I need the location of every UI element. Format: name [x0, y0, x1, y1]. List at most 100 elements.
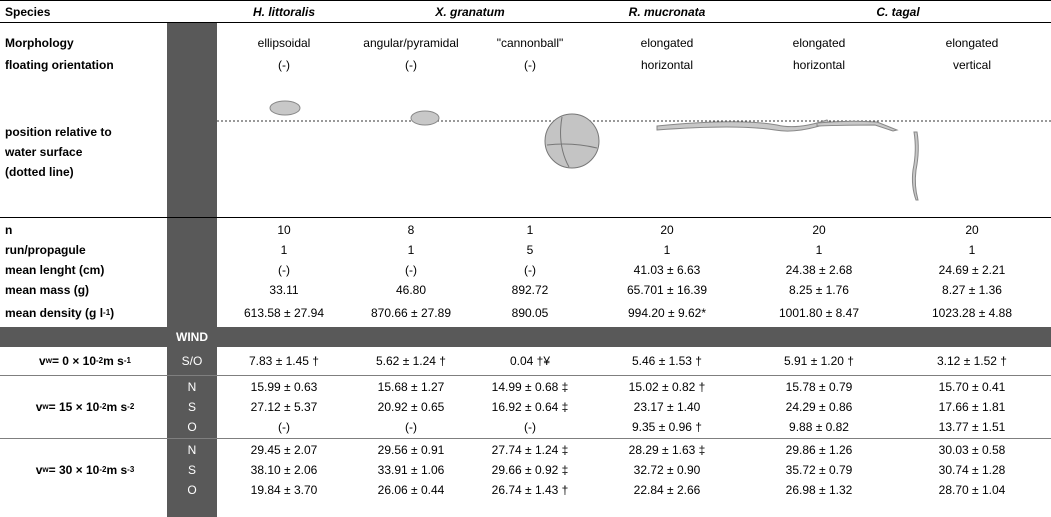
wind-cell: 27.12 ± 5.37 — [250, 400, 318, 414]
orientation-row: floating orientation (-) (-) (-) horizon… — [0, 55, 1051, 75]
mass-cell: 8.27 ± 1.36 — [942, 283, 1002, 297]
wind-row-s: S 27.12 ± 5.37 20.92 ± 0.65 16.92 ± 0.64… — [0, 397, 1051, 417]
wind-cell: 35.72 ± 0.79 — [785, 463, 853, 477]
n-cell: 10 — [277, 223, 291, 237]
x-granatum-cannonball — [544, 113, 600, 169]
mass-row: mean mass (g) 33.11 46.80 892.72 65.701 … — [0, 280, 1051, 300]
direction-label: N — [187, 380, 197, 394]
wind-cell: 26.74 ± 1.43 † — [491, 483, 569, 497]
morph-cell: elongated — [792, 36, 846, 50]
dark-column — [167, 22, 217, 337]
wind-cell: 38.10 ± 2.06 — [250, 463, 318, 477]
length-label: mean lenght (cm) — [5, 263, 105, 277]
species-x-granatum: X. granatum — [435, 5, 505, 19]
run-label: run/propagule — [5, 243, 86, 257]
mass-cell: 46.80 — [395, 283, 427, 297]
wind-cell: 27.74 ± 1.24 ‡ — [491, 443, 569, 457]
orient-cell: (-) — [405, 58, 417, 72]
orient-cell: horizontal — [792, 58, 846, 72]
morphology-row: Morphology ellipsoidal angular/pyramidal… — [0, 33, 1051, 53]
run-cell: 1 — [968, 243, 976, 257]
direction-label: O — [187, 420, 197, 434]
run-cell: 5 — [526, 243, 534, 257]
wind-cell: 26.98 ± 1.32 — [785, 483, 853, 497]
wind-cell: 29.66 ± 0.92 ‡ — [491, 463, 569, 477]
morph-cell: elongated — [640, 36, 694, 50]
n-label: n — [5, 223, 13, 237]
density-cell: 1001.80 ± 8.47 — [779, 306, 859, 320]
wind-cell: 15.02 ± 0.82 † — [628, 380, 706, 394]
wind-cell: 26.06 ± 0.44 — [377, 483, 445, 497]
mass-label: mean mass (g) — [5, 283, 90, 297]
wind-cell: 9.35 ± 0.96 † — [632, 420, 702, 434]
length-cell: (-) — [524, 263, 536, 277]
wind-cell: (-) — [524, 420, 536, 434]
species-header-row: Species H. littoralis X. granatum R. muc… — [0, 2, 1051, 22]
wind-cell: (-) — [405, 420, 417, 434]
wind-row-n: N 15.99 ± 0.63 15.68 ± 1.27 14.99 ± 0.68… — [0, 377, 1051, 397]
wind-cell: 15.99 ± 0.63 — [250, 380, 318, 394]
species-r-mucronata: R. mucronata — [628, 5, 706, 19]
orient-cell: horizontal — [640, 58, 694, 72]
wind-cell: 19.84 ± 3.70 — [250, 483, 318, 497]
wind-cell: 32.72 ± 0.90 — [633, 463, 701, 477]
wind-cell: 5.46 ± 1.53 † — [632, 354, 702, 368]
wind-cell: 5.62 ± 1.24 † — [376, 354, 446, 368]
n-cell: 1 — [526, 223, 534, 237]
direction-label: S/O — [181, 354, 203, 368]
morphology-label: Morphology — [5, 36, 74, 50]
orient-cell: vertical — [952, 58, 991, 72]
density-cell: 1023.28 ± 4.88 — [932, 306, 1012, 320]
wind-cell: 15.68 ± 1.27 — [377, 380, 445, 394]
length-row: mean lenght (cm) (-) (-) (-) 41.03 ± 6.6… — [0, 260, 1051, 280]
morph-cell: angular/pyramidal — [363, 36, 459, 50]
wind-cell: 29.45 ± 2.07 — [250, 443, 318, 457]
direction-label: S — [187, 463, 196, 477]
position-label-line: position relative to — [5, 125, 112, 139]
wind-cell: 3.12 ± 1.52 † — [937, 354, 1007, 368]
wind-cell: 30.03 ± 0.58 — [938, 443, 1006, 457]
n-row: n 10 8 1 20 20 20 — [0, 220, 1051, 240]
run-cell: 1 — [407, 243, 415, 257]
wind-row-o: O 19.84 ± 3.70 26.06 ± 0.44 26.74 ± 1.43… — [0, 480, 1051, 500]
wind-cell: 29.56 ± 0.91 — [377, 443, 445, 457]
length-cell: 41.03 ± 6.63 — [633, 263, 701, 277]
density-cell: 994.20 ± 9.62* — [628, 306, 706, 320]
wind-cell: 24.29 ± 0.86 — [785, 400, 853, 414]
wind-cell: 0.04 †¥ — [509, 354, 551, 368]
orientation-label: floating orientation — [5, 58, 114, 72]
n-cell: 8 — [407, 223, 415, 237]
length-cell: 24.69 ± 2.21 — [938, 263, 1006, 277]
c-tagal-horizontal-propagule — [816, 120, 899, 132]
length-cell: (-) — [278, 263, 290, 277]
wind-cell: 23.17 ± 1.40 — [633, 400, 701, 414]
group-rule — [0, 438, 1051, 439]
wind-row-o: O (-) (-) (-) 9.35 ± 0.96 † 9.88 ± 0.82 … — [0, 417, 1051, 437]
wind-cell: 5.91 ± 1.20 † — [784, 354, 854, 368]
run-cell: 1 — [663, 243, 671, 257]
length-cell: 24.38 ± 2.68 — [785, 263, 853, 277]
mass-cell: 65.701 ± 16.39 — [627, 283, 707, 297]
morph-cell: ellipsoidal — [257, 36, 311, 50]
wind-cell: 28.29 ± 1.63 ‡ — [628, 443, 706, 457]
morph-cell: elongated — [945, 36, 999, 50]
propagule-illustrations — [217, 100, 1051, 201]
direction-label: S — [187, 400, 196, 414]
wind-cell: 20.92 ± 0.65 — [377, 400, 445, 414]
wind-cell: 15.78 ± 0.79 — [785, 380, 853, 394]
wind-label: WIND — [176, 330, 208, 344]
r-mucronata-propagule — [656, 119, 830, 132]
density-cell: 613.58 ± 27.94 — [244, 306, 324, 320]
wind-row-n: N 29.45 ± 2.07 29.56 ± 0.91 27.74 ± 1.24… — [0, 440, 1051, 460]
species-c-tagal: C. tagal — [876, 5, 920, 19]
orient-cell: (-) — [524, 58, 536, 72]
h-littoralis-propagule — [269, 100, 301, 116]
wind-cell: (-) — [278, 420, 290, 434]
section-rule — [0, 217, 1051, 218]
